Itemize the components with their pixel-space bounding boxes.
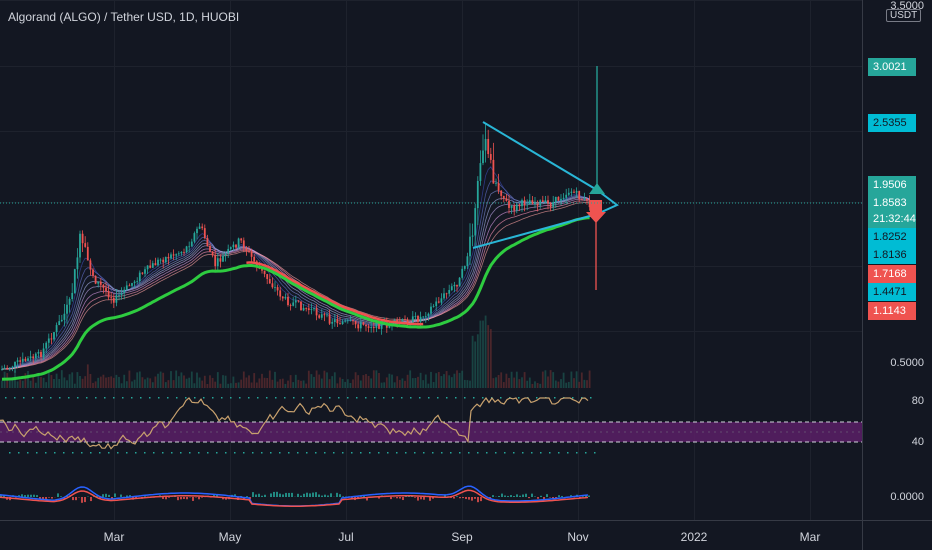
price-badge: 1.7168 bbox=[868, 265, 916, 283]
time-label: Mar bbox=[103, 530, 125, 544]
volume-bars bbox=[1, 315, 591, 388]
macd-panel bbox=[0, 485, 590, 507]
countdown-badge: 21:32:44 bbox=[868, 210, 916, 228]
ma-red-line bbox=[246, 261, 424, 326]
rsi-label-80: 80 bbox=[911, 395, 924, 407]
price-badge: 2.5355 bbox=[868, 114, 916, 132]
price-badge: 1.8252 bbox=[868, 228, 916, 246]
time-label: Nov bbox=[567, 530, 589, 544]
rsi-line bbox=[0, 396, 589, 450]
currency-button[interactable]: USDT bbox=[886, 9, 922, 22]
target-arrows[interactable] bbox=[586, 66, 606, 290]
price-label-0-5: 0.5000 bbox=[890, 357, 924, 369]
ma-green-line bbox=[1, 216, 590, 381]
time-label: Sep bbox=[451, 530, 473, 544]
time-label: May bbox=[218, 530, 242, 544]
rsi-label-40: 40 bbox=[911, 436, 924, 448]
price-badge: 1.9506 bbox=[868, 176, 916, 194]
symmetrical-triangle[interactable] bbox=[472, 121, 619, 249]
macd-label-zero: 0.0000 bbox=[890, 491, 924, 503]
last-price-badge: 1.8583 bbox=[868, 194, 916, 212]
candlesticks bbox=[1, 123, 591, 373]
price-badge: 1.1143 bbox=[868, 302, 916, 320]
price-badge: 1.8136 bbox=[868, 246, 916, 264]
rsi-band bbox=[0, 422, 862, 442]
time-label: Jul bbox=[338, 530, 354, 544]
chart-title: Algorand (ALGO) / Tether USD, 1D, HUOBI bbox=[8, 10, 240, 24]
time-label: 2022 bbox=[680, 530, 708, 544]
price-badge: 1.4471 bbox=[868, 283, 916, 301]
time-label: Mar bbox=[799, 530, 821, 544]
macd-signal-line bbox=[0, 489, 589, 507]
rsi-panel bbox=[0, 396, 862, 454]
price-badge: 3.0021 bbox=[868, 58, 916, 76]
